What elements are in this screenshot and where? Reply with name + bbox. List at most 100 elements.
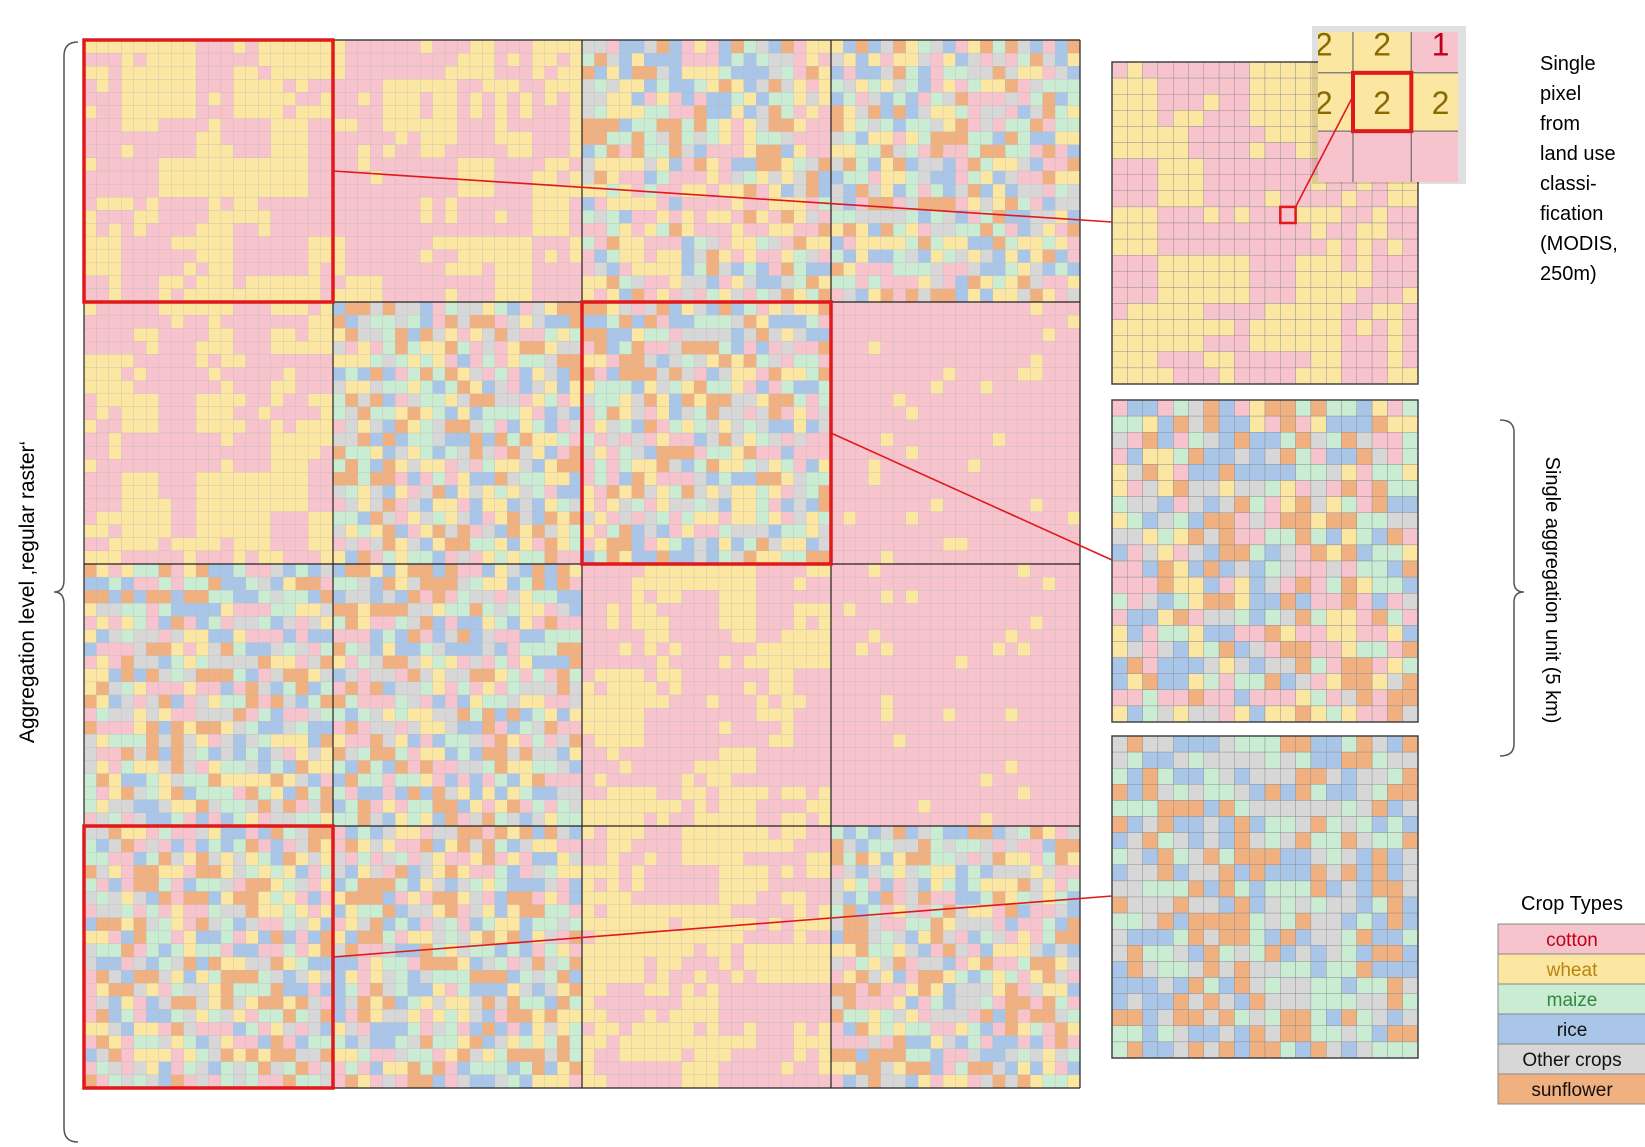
raster-pixel xyxy=(706,210,720,224)
raster-pixel xyxy=(781,734,794,748)
raster-pixel xyxy=(370,472,383,486)
raster-pixel xyxy=(183,393,197,407)
raster-pixel xyxy=(955,616,969,630)
raster-pixel xyxy=(855,144,869,159)
raster-pixel xyxy=(208,825,222,840)
raster-pixel xyxy=(171,301,184,316)
raster-pixel xyxy=(108,105,122,119)
raster-pixel xyxy=(171,524,184,538)
raster-pixel xyxy=(146,760,159,774)
raster-pixel xyxy=(245,183,259,198)
raster-pixel xyxy=(108,92,122,106)
raster-pixel xyxy=(1005,183,1018,198)
raster-pixel xyxy=(718,760,732,774)
raster-pixel xyxy=(220,721,234,735)
raster-pixel xyxy=(220,865,234,879)
raster-pixel xyxy=(843,406,857,421)
raster-pixel xyxy=(532,144,545,159)
raster-pixel xyxy=(569,812,583,827)
raster-pixel xyxy=(942,694,956,709)
raster-pixel xyxy=(83,904,97,918)
raster-pixel xyxy=(121,170,134,185)
raster-pixel xyxy=(283,236,296,250)
raster-pixel xyxy=(96,681,110,696)
raster-pixel xyxy=(594,524,608,538)
raster-pixel xyxy=(743,590,757,604)
raster-pixel xyxy=(171,878,184,892)
raster-pixel xyxy=(1017,459,1031,473)
raster-pixel xyxy=(1017,170,1031,185)
raster-pixel xyxy=(693,590,707,604)
raster-pixel xyxy=(855,262,869,276)
raster-pixel xyxy=(718,223,732,237)
raster-pixel xyxy=(1042,760,1056,774)
raster-pixel xyxy=(1042,236,1056,250)
raster-pixel xyxy=(121,341,134,355)
raster-pixel xyxy=(768,341,782,355)
raster-pixel xyxy=(893,511,906,525)
raster-pixel xyxy=(108,275,122,290)
raster-pixel xyxy=(581,773,595,787)
raster-pixel xyxy=(1054,367,1068,381)
raster-pixel xyxy=(357,485,371,499)
raster-pixel xyxy=(880,511,894,525)
raster-pixel xyxy=(108,131,122,145)
raster-pixel xyxy=(420,419,433,434)
raster-pixel xyxy=(1030,498,1043,512)
raster-pixel xyxy=(905,576,919,591)
raster-pixel xyxy=(345,655,359,669)
raster-pixel xyxy=(619,170,632,185)
raster-pixel xyxy=(942,459,956,473)
raster-pixel xyxy=(768,812,782,827)
raster-pixel xyxy=(270,865,284,879)
raster-pixel xyxy=(258,576,271,591)
raster-pixel xyxy=(768,472,782,486)
raster-pixel xyxy=(1005,655,1018,669)
raster-pixel xyxy=(619,301,632,316)
raster-pixel xyxy=(121,459,134,473)
raster-pixel xyxy=(295,66,309,80)
raster-pixel xyxy=(432,799,446,814)
raster-pixel xyxy=(631,341,645,355)
raster-pixel xyxy=(855,459,869,473)
raster-pixel xyxy=(631,314,645,329)
raster-pixel xyxy=(407,668,421,683)
raster-pixel xyxy=(569,576,583,591)
raster-pixel xyxy=(967,275,981,290)
raster-pixel xyxy=(569,668,583,683)
raster-pixel xyxy=(706,511,720,525)
raster-pixel xyxy=(283,878,296,892)
raster-pixel xyxy=(258,642,271,656)
raster-pixel xyxy=(332,223,346,237)
raster-pixel xyxy=(158,747,172,761)
raster-pixel xyxy=(942,39,956,54)
raster-pixel xyxy=(258,721,271,735)
raster-pixel xyxy=(158,66,172,80)
raster-pixel xyxy=(320,917,334,931)
raster-pixel xyxy=(208,301,222,316)
raster-pixel xyxy=(1042,301,1056,316)
raster-pixel xyxy=(681,668,695,683)
raster-pixel xyxy=(332,629,346,643)
raster-pixel xyxy=(357,747,371,761)
raster-pixel xyxy=(1030,262,1043,276)
raster-pixel xyxy=(220,223,234,237)
raster-pixel xyxy=(332,79,346,93)
raster-pixel xyxy=(270,825,284,840)
raster-pixel xyxy=(781,485,794,499)
raster-pixel xyxy=(171,747,184,761)
raster-pixel xyxy=(731,288,745,303)
raster-pixel xyxy=(606,616,620,630)
raster-pixel xyxy=(332,288,346,303)
raster-pixel xyxy=(918,341,931,355)
raster-pixel xyxy=(395,563,408,578)
raster-pixel xyxy=(158,773,172,787)
raster-pixel xyxy=(183,563,197,578)
raster-pixel xyxy=(432,131,446,145)
raster-pixel xyxy=(519,223,533,237)
raster-pixel xyxy=(1005,210,1018,224)
raster-pixel xyxy=(1067,694,1081,709)
raster-pixel xyxy=(656,183,670,198)
raster-pixel xyxy=(332,341,346,355)
raster-pixel xyxy=(594,721,608,735)
